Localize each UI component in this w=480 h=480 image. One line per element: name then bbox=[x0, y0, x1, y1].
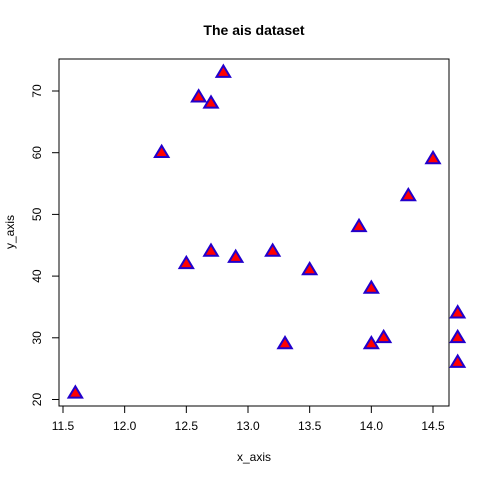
data-point bbox=[362, 279, 380, 294]
y-tick-label: 50 bbox=[30, 207, 44, 221]
chart-title: The ais dataset bbox=[203, 22, 304, 38]
data-point bbox=[301, 260, 319, 276]
x-axis-label: x_axis bbox=[237, 450, 271, 464]
data-point bbox=[424, 149, 442, 165]
data-point bbox=[177, 254, 195, 270]
x-tick-label: 13.5 bbox=[298, 419, 322, 433]
data-point bbox=[153, 143, 171, 159]
data-point bbox=[276, 335, 294, 350]
data-point bbox=[214, 63, 232, 78]
x-tick-label: 14.5 bbox=[421, 419, 445, 433]
x-tick-label: 12.5 bbox=[175, 419, 199, 433]
data-points bbox=[66, 63, 467, 399]
data-point bbox=[449, 353, 467, 368]
y-axis: 20 30 40 50 60 70 bbox=[30, 84, 60, 407]
x-tick-label: 11.5 bbox=[52, 419, 75, 433]
y-tick-label: 20 bbox=[30, 393, 44, 407]
y-tick-label: 60 bbox=[30, 146, 44, 160]
y-axis-label: y_axis bbox=[3, 215, 17, 249]
x-axis: 11.5 12.0 12.5 13.0 13.5 14.0 14.5 bbox=[52, 405, 445, 433]
y-tick-label: 40 bbox=[30, 269, 44, 283]
data-point bbox=[66, 384, 84, 399]
data-point bbox=[190, 88, 208, 103]
plot-frame bbox=[58, 58, 450, 407]
y-tick-label: 30 bbox=[30, 331, 44, 345]
data-point bbox=[449, 304, 467, 319]
data-point bbox=[202, 94, 220, 109]
data-point bbox=[399, 186, 417, 202]
data-point bbox=[227, 248, 245, 263]
data-point bbox=[362, 335, 380, 350]
y-tick-label: 70 bbox=[30, 84, 44, 98]
data-point bbox=[202, 242, 220, 257]
x-tick-label: 12.0 bbox=[113, 419, 137, 433]
data-point bbox=[264, 242, 282, 257]
x-tick-label: 13.0 bbox=[236, 419, 260, 433]
data-point bbox=[375, 328, 393, 344]
x-tick-label: 14.0 bbox=[360, 419, 384, 433]
data-point bbox=[350, 217, 368, 233]
data-point bbox=[449, 328, 467, 344]
